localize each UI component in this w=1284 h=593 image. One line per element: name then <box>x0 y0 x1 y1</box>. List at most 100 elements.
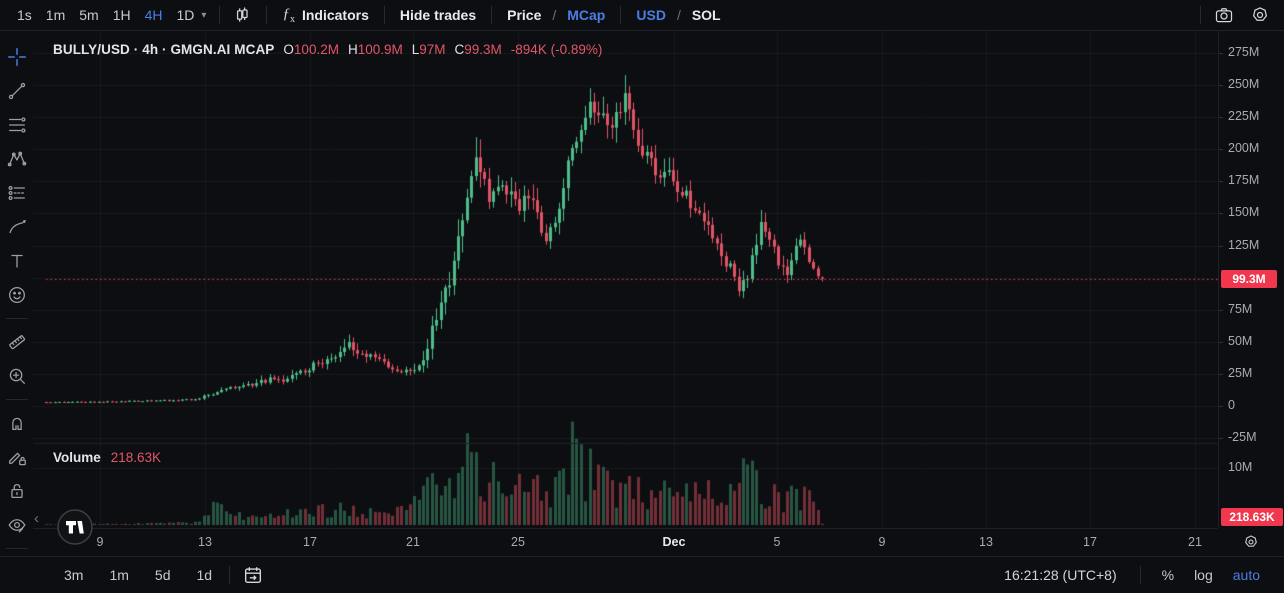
divider <box>620 6 622 24</box>
divider <box>1139 566 1141 584</box>
price-axis-label: 225M <box>1228 109 1260 123</box>
range-1d[interactable]: 1d <box>196 567 213 583</box>
ohlc-H: H100.9M <box>347 42 403 57</box>
camera-screenshot-icon[interactable] <box>1210 3 1238 27</box>
bottom-toolbar: 3m 1m 5d 1d 16:21:28 (UTC+8) % log auto <box>0 556 1284 593</box>
divider <box>5 399 28 400</box>
time-axis-label: 9 <box>96 535 104 549</box>
axis-tick <box>1219 374 1223 375</box>
current-price-badge: 99.3M <box>1221 270 1277 288</box>
indicators-label: Indicators <box>301 7 369 23</box>
percent-scale-button[interactable]: % <box>1161 567 1175 583</box>
volume-legend[interactable]: Volume 218.63K <box>53 450 161 465</box>
unlock-icon[interactable] <box>3 475 31 507</box>
clock[interactable]: 16:21:28 (UTC+8) <box>1004 567 1117 583</box>
top-toolbar: 1s 1m 5m 1H 4H 1D ▾ ƒx Indicators Hide trades… <box>0 0 1284 31</box>
price-axis-label: 200M <box>1228 141 1260 155</box>
candle-style-icon[interactable] <box>229 3 257 27</box>
axis-tick <box>1219 149 1223 150</box>
axis-tick <box>1219 438 1223 439</box>
chart-legend[interactable]: BULLY/USD · 4h · GMGN.AI MCAP O100.2M H10… <box>53 42 602 57</box>
chevron-down-icon[interactable]: ▾ <box>201 9 207 21</box>
range-3m[interactable]: 3m <box>64 567 84 583</box>
price-axis-label: 0 <box>1228 398 1235 412</box>
divider <box>5 548 28 549</box>
time-axis-label: 13 <box>979 535 993 549</box>
ruler-icon[interactable] <box>3 326 31 358</box>
auto-scale-button[interactable]: auto <box>1232 567 1260 583</box>
time-axis-label: 13 <box>198 535 212 549</box>
price-mcap-toggle[interactable]: Price / MCap <box>507 7 606 23</box>
timeframe-group: 1s 1m 5m 1H 4H 1D <box>10 4 201 26</box>
brush-icon[interactable] <box>3 211 31 243</box>
drawing-toolbar <box>0 31 33 556</box>
ohlc-values: O100.2M H100.9M L97M C99.3M <box>283 42 501 57</box>
range-1m[interactable]: 1m <box>109 567 129 583</box>
axis-tick <box>1219 53 1223 54</box>
axis-tick <box>1219 85 1223 86</box>
xabcd-pattern-icon[interactable] <box>3 143 31 175</box>
axis-settings-gear-icon[interactable] <box>1242 533 1260 551</box>
time-axis-label: 9 <box>878 535 886 549</box>
divider <box>5 318 28 319</box>
price-axis[interactable]: 99.3M 218.63K 275M 250M 225M 200M 175M 150M 12… <box>1218 31 1284 528</box>
time-axis-label: Dec <box>662 535 686 549</box>
time-axis-label: 5 <box>773 535 781 549</box>
forecast-icon[interactable] <box>3 177 31 209</box>
tradingview-logo[interactable] <box>56 508 94 546</box>
timeframe-1H[interactable]: 1H <box>112 7 131 23</box>
time-axis[interactable]: 9 13 17 21 25 Dec 5 9 13 17 21 <box>33 528 1218 556</box>
price-axis-label: 275M <box>1228 45 1260 59</box>
divider <box>1200 6 1201 24</box>
axis-tick <box>1219 181 1223 182</box>
hide-drawings-eye-icon[interactable] <box>3 509 31 541</box>
zoom-in-icon[interactable] <box>3 360 31 392</box>
range-5d[interactable]: 5d <box>154 567 171 583</box>
hide-trades-button[interactable]: Hide trades <box>394 4 482 26</box>
axis-tick <box>1219 342 1223 343</box>
drawing-pencil-lock-icon[interactable] <box>3 441 31 473</box>
collapse-toolbar-icon[interactable]: ‹ <box>34 510 39 527</box>
indicators-button[interactable]: ƒx Indicators <box>276 3 374 28</box>
trend-line-icon[interactable] <box>3 75 31 107</box>
timeframe-1m[interactable]: 1m <box>45 7 66 23</box>
timeframe-1D[interactable]: 1D <box>176 7 195 23</box>
symbol-title: BULLY/USD · 4h · GMGN.AI MCAP <box>53 42 275 57</box>
sol-option[interactable]: SOL <box>691 7 721 23</box>
time-axis-label: 17 <box>303 535 317 549</box>
text-tool-icon[interactable] <box>3 245 31 277</box>
go-to-date-icon[interactable] <box>239 563 267 587</box>
time-axis-label: 17 <box>1083 535 1097 549</box>
time-axis-label: 25 <box>511 535 525 549</box>
price-axis-label: 125M <box>1228 238 1260 252</box>
settings-gear-icon[interactable] <box>1246 3 1274 27</box>
divider <box>266 6 268 24</box>
change-value: -894K (-0.89%) <box>510 42 603 57</box>
fib-retracement-icon[interactable] <box>3 109 31 141</box>
price-axis-label: 25M <box>1228 366 1253 380</box>
axis-tick <box>1219 213 1223 214</box>
magnet-icon[interactable] <box>3 407 31 439</box>
price-volume-chart[interactable] <box>33 31 1218 528</box>
usd-sol-toggle[interactable]: USD / SOL <box>636 7 721 23</box>
volume-value: 218.63K <box>110 450 162 465</box>
usd-option[interactable]: USD <box>636 7 666 23</box>
axis-tick <box>1219 310 1223 311</box>
volume-label: Volume <box>53 450 101 465</box>
timeframe-5m[interactable]: 5m <box>79 7 99 23</box>
current-volume-badge: 218.63K <box>1221 508 1283 526</box>
crosshair-icon[interactable] <box>3 41 31 73</box>
price-axis-label: -25M <box>1228 430 1257 444</box>
mcap-option[interactable]: MCap <box>567 7 606 23</box>
divider <box>229 566 231 584</box>
price-axis-label: 175M <box>1228 173 1260 187</box>
timeframe-1s[interactable]: 1s <box>17 7 32 23</box>
price-option[interactable]: Price <box>507 7 542 23</box>
hide-trades-label: Hide trades <box>399 7 477 23</box>
timeframe-4H[interactable]: 4H <box>144 7 163 23</box>
axis-tick <box>1219 246 1223 247</box>
emoji-icon[interactable] <box>3 279 31 311</box>
price-axis-label: 50M <box>1228 334 1253 348</box>
log-scale-button[interactable]: log <box>1194 567 1213 583</box>
